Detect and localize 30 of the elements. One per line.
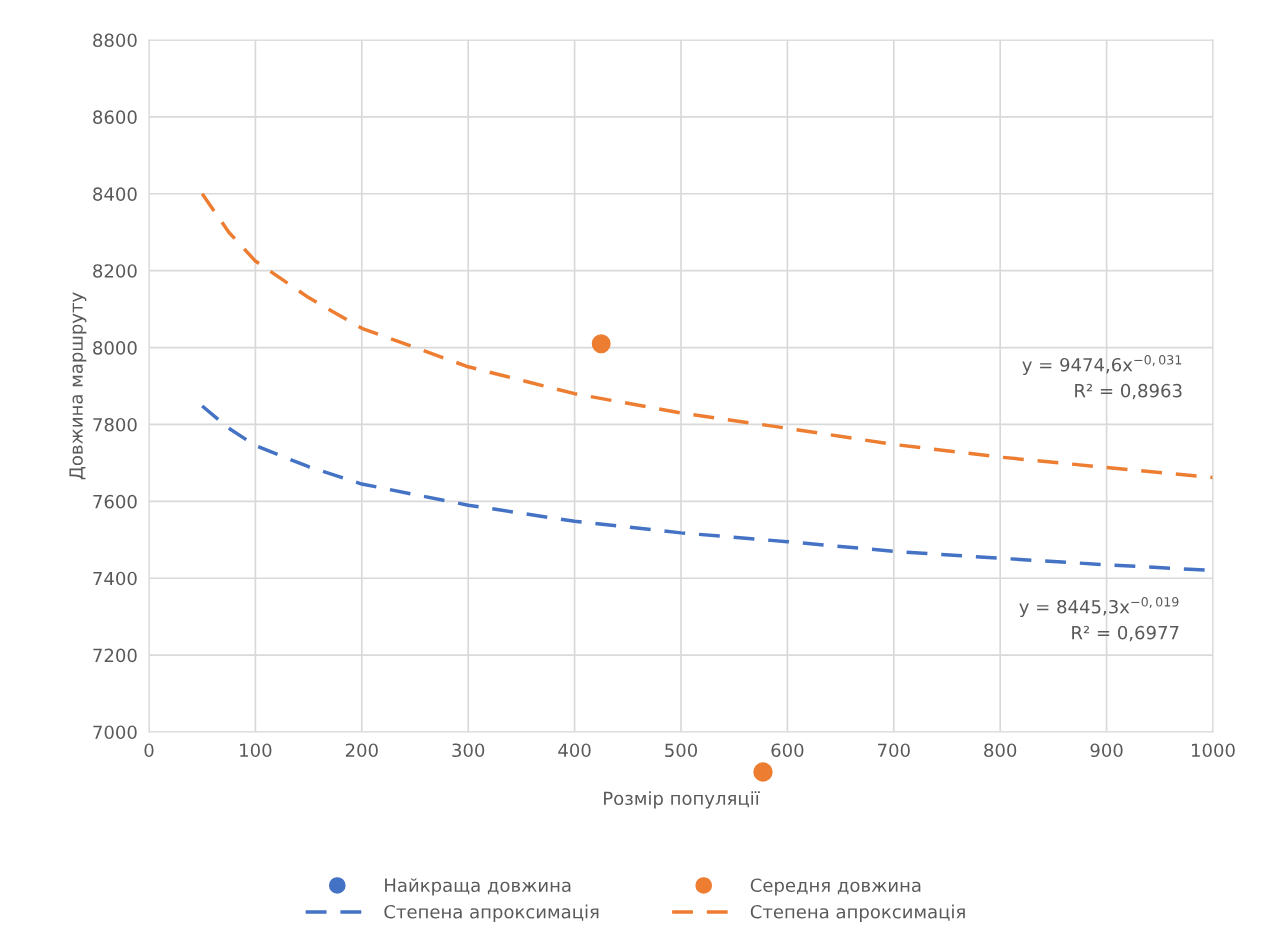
x-tick-label: 700 <box>878 743 910 758</box>
x-tick-label: 0 <box>144 743 154 758</box>
x-tick-label: 100 <box>240 743 272 758</box>
legend-label: Степена апроксимація <box>750 904 965 923</box>
y-tick-label: 7000 <box>93 725 137 740</box>
y-tick-label: 8200 <box>93 264 137 278</box>
y-tick-label: 8600 <box>93 110 137 125</box>
x-tick-label: 200 <box>345 743 378 758</box>
x-tick-label: 400 <box>558 743 591 758</box>
y-tick-label: 8000 <box>93 341 137 355</box>
y-tick-label: 7200 <box>93 648 137 663</box>
text: y = 8445,3x$^{−0,019}$ R² = 0,6977 <box>1019 597 1179 642</box>
line-series <box>200 192 1213 480</box>
x-tick-label: 800 <box>984 743 1017 758</box>
x-tick-label: 1000 <box>1192 743 1235 758</box>
x-tick-label: 600 <box>771 743 804 758</box>
x-axis-title: Розмір популяції <box>604 791 760 809</box>
x-tick-label: 500 <box>665 743 698 758</box>
legend-label: Середня довжина <box>750 878 921 896</box>
y-tick-label: 7600 <box>93 494 137 509</box>
y-tick-label: 7800 <box>93 417 137 432</box>
y-axis-title: Довжина маршруту <box>69 292 87 480</box>
x-tick-label: 900 <box>1090 743 1123 758</box>
x-tick-label: 300 <box>452 743 485 758</box>
legend-label: Найкраща довжина <box>385 878 571 896</box>
y-tick-label: 8400 <box>93 187 137 201</box>
legend-label: Степена апроксимація <box>384 904 599 923</box>
y-tick-label: 8800 <box>93 33 137 48</box>
text: y = 9474,6x$^{−0,031}$ R² = 0,8963 <box>1022 355 1182 400</box>
y-tick-label: 7400 <box>93 571 137 586</box>
